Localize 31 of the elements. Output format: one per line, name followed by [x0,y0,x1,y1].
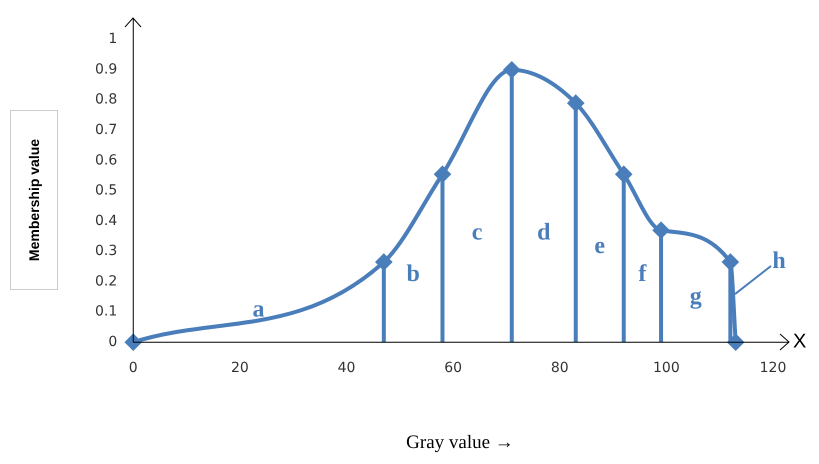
x-tick-label: 20 [230,360,249,376]
x-tick-label: 80 [550,360,569,376]
y-tick-label: 0.3 [95,243,118,260]
y-tick-label: 0.9 [95,61,118,78]
text: X [793,330,806,353]
x-tick-label: 60 [444,360,462,376]
annotation: c [472,219,483,246]
annotation: d [537,219,552,246]
annotation: a [252,296,265,322]
annotation: b [406,261,420,288]
y-tick-label: 0.2 [95,273,118,290]
x-axis-title: Gray value → [405,432,515,454]
x-tick-label: 0 [128,360,138,376]
y-tick-label: 0.1 [95,304,118,320]
y-tick-label: 0.7 [95,122,118,138]
y-tick-label: 1 [108,31,118,48]
annotation: f [638,261,648,288]
x-tick-label: 100 [653,360,680,376]
y-tick-label: 0.4 [95,212,118,229]
y-tick-label: 0.8 [95,92,118,108]
point [728,334,744,350]
x-tick-label: 120 [760,360,786,376]
y-tick-label: 0.5 [95,182,118,199]
y-tick-label: 0.6 [95,152,118,168]
y-axis-title: Membership value [26,138,42,262]
x-tick-label: 40 [338,360,356,376]
y-tick-label: 0 [108,334,118,350]
point [125,334,142,350]
annotation: e [594,232,606,259]
annotation: g [690,284,702,310]
annotation: h [772,248,786,274]
